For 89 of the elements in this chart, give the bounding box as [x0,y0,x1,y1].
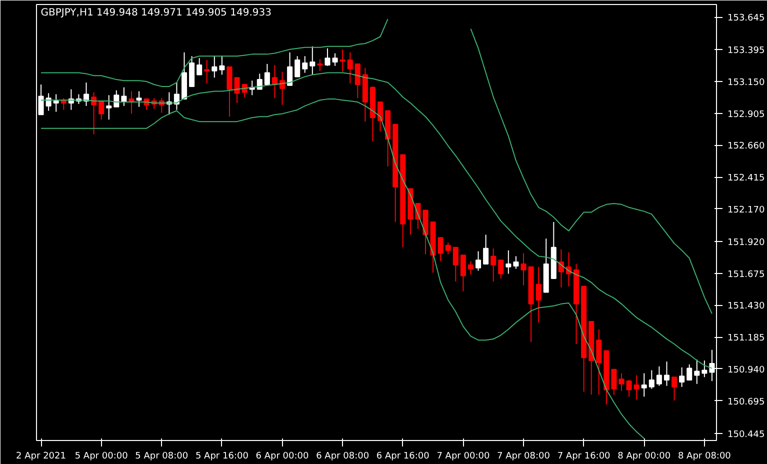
candlestick [679,366,685,388]
candlestick [340,48,346,72]
candlestick [648,370,654,390]
candlestick [520,252,526,286]
candlestick [60,98,66,110]
x-tick-label: 2 Apr 2021 [16,452,66,462]
candlestick [317,58,323,72]
y-tick-label: 152.415 [728,174,765,184]
y-tick-label: 150.940 [728,365,765,376]
candlestick [174,82,180,110]
candlestick [596,328,602,396]
candlestick [634,374,640,400]
candlestick [536,266,542,324]
candlestick [438,237,444,262]
y-tick-label: 151.185 [728,334,765,344]
candlestick [452,246,458,282]
candlestick [83,82,90,106]
candlestick [287,52,293,86]
y-tick-label: 153.395 [728,46,765,56]
x-tick-label: 7 Apr 08:00 [497,452,550,462]
candlestick [694,359,700,384]
candlestick [702,360,708,378]
candlestick [219,56,225,76]
candlestick [98,100,104,120]
y-tick-label: 153.150 [728,78,765,88]
candlestick [483,234,489,264]
candlestick [53,94,59,112]
y-tick-label: 151.675 [728,270,765,280]
candlestick [641,372,647,398]
y-tick-label: 150.445 [728,430,765,440]
candlestick [106,94,112,120]
candlestick [626,380,632,398]
candlestick [347,52,353,84]
candlestick [136,90,142,108]
candlestick [445,242,451,255]
x-tick-label: 6 Apr 08:00 [316,452,370,462]
candlestick [189,56,195,87]
candlestick [212,56,218,78]
candlestick [513,256,519,270]
candlestick [256,73,262,90]
candlestick [280,71,286,106]
y-tick-label: 152.905 [728,110,765,120]
candlestick [264,63,270,85]
candlestick [204,60,210,84]
x-tick-label: 7 Apr 16:00 [557,452,611,462]
y-tick-label: 151.920 [728,238,765,248]
candlestick [460,254,466,292]
candlestick [490,248,496,282]
candlestick [114,90,120,108]
candlestick [234,77,240,104]
candlestick [476,250,482,272]
x-tick-label: 7 Apr 00:00 [436,452,490,462]
x-tick-label: 5 Apr 00:00 [74,452,128,462]
y-tick-label: 152.170 [728,205,765,216]
candlestick [498,260,504,280]
candlestick [686,364,692,381]
candlestick [558,248,564,288]
candlestick [468,260,474,276]
candlestick [310,46,316,76]
chart-title: GBPJPY,H1 149.948 149.971 149.905 149.933 [40,8,272,18]
x-tick-label: 6 Apr 16:00 [376,452,430,462]
candlestick [354,63,360,99]
candlestick [91,92,97,135]
candlestick [618,372,624,392]
x-tick-label: 6 Apr 00:00 [256,452,310,462]
candlestick [378,102,384,132]
candlestick [506,250,512,274]
y-tick-label: 151.430 [728,302,765,312]
candlestick [128,90,134,114]
candlestick [672,376,678,402]
candlestick [664,361,670,386]
candlestick [46,92,52,112]
candlestick [196,58,202,76]
line-series [40,98,645,440]
x-tick-label: 8 Apr 08:00 [678,452,732,462]
y-tick-label: 152.660 [728,142,765,152]
candlestick [611,368,617,396]
candlestick [656,366,662,386]
y-tick-label: 153.645 [728,14,765,24]
candlestick [226,66,232,118]
candlestick [294,56,300,78]
candlestick [242,84,248,98]
x-tick-label: 8 Apr 00:00 [618,452,671,462]
candlestick [302,56,308,74]
candlestick [332,52,338,66]
candlestick [324,48,330,66]
x-tick-label: 5 Apr 08:00 [135,452,188,462]
y-tick-label: 150.695 [728,397,765,408]
x-tick-label: 5 Apr 16:00 [195,452,249,462]
